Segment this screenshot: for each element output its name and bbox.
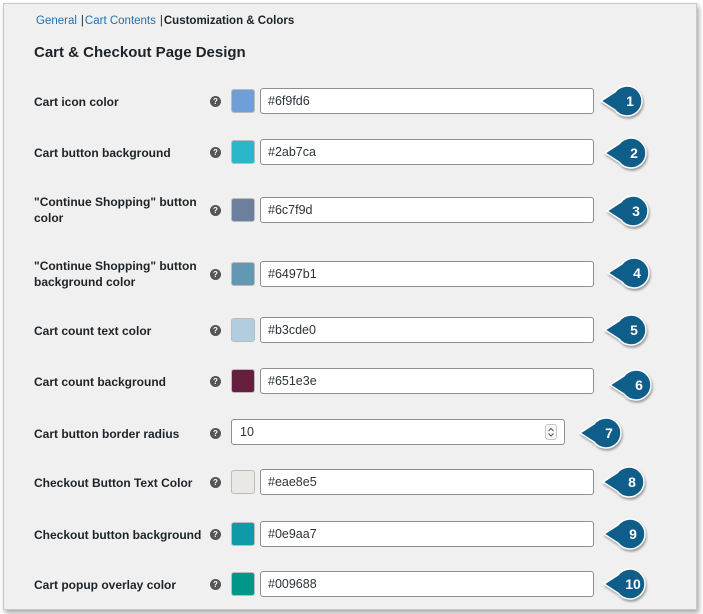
tab-customization-colors[interactable]: Customization & Colors (163, 15, 295, 27)
callout-arrow-icon (578, 417, 622, 449)
number-spinner[interactable] (545, 424, 557, 440)
color-hex-input[interactable] (260, 571, 594, 597)
field-label: "Continue Shopping" button color (34, 195, 197, 225)
color-swatch[interactable] (231, 140, 255, 164)
callout-number: 9 (629, 526, 637, 542)
color-hex-input[interactable] (260, 368, 594, 394)
color-hex-input[interactable] (260, 197, 594, 223)
callout-number: 7 (605, 425, 613, 441)
tab-separator: | (80, 15, 84, 27)
callout-arrow-icon (608, 369, 652, 401)
callout-number: 1 (626, 93, 634, 109)
callout-badge: 1 (599, 85, 649, 117)
color-swatch[interactable] (231, 572, 255, 596)
color-hex-input[interactable] (260, 88, 594, 114)
field-row-cart-count-text-color: Cart count text color ? 5 (4, 314, 698, 346)
color-swatch[interactable] (231, 198, 255, 222)
color-swatch[interactable] (231, 262, 255, 286)
field-label: Cart count background (34, 375, 167, 389)
help-icon[interactable]: ? (210, 205, 221, 216)
help-icon[interactable]: ? (210, 325, 221, 336)
help-icon[interactable]: ? (210, 428, 221, 439)
callout-number: 4 (633, 265, 641, 281)
callout-number: 10 (625, 576, 641, 592)
field-label: Checkout button background (34, 528, 202, 542)
field-label: Cart icon color (34, 95, 119, 109)
color-hex-input[interactable] (260, 139, 594, 165)
field-label: Checkout Button Text Color (34, 476, 193, 490)
callout-number: 2 (630, 145, 638, 161)
color-hex-input[interactable] (260, 317, 594, 343)
callout-arrow-icon (602, 518, 646, 550)
help-icon[interactable]: ? (210, 477, 221, 488)
callout-badge: 3 (605, 195, 655, 227)
border-radius-number-input[interactable]: 10 (231, 419, 565, 445)
field-label: Cart popup overlay color (34, 578, 177, 592)
field-label: Cart button background (34, 146, 171, 160)
field-row-cart-count-background: Cart count background ? 6 (4, 366, 698, 401)
callout-badge: 7 (578, 417, 628, 449)
settings-tabs: General |Cart Contents |Customization & Co… (36, 15, 294, 27)
color-hex-input[interactable] (260, 261, 594, 287)
field-row-checkout-button-text-color: Checkout Button Text Color ? 8 (4, 466, 698, 498)
callout-arrow-icon (602, 568, 646, 600)
callout-badge: 10 (602, 568, 652, 600)
tab-general[interactable]: General (36, 15, 77, 27)
callout-badge: 4 (606, 257, 656, 289)
field-row-cart-popup-overlay-color: Cart popup overlay color ? 10 (4, 568, 698, 600)
help-icon[interactable]: ? (210, 269, 221, 280)
callout-badge: 2 (603, 137, 653, 169)
field-row-cart-button-border-radius: Cart button border radius ? 10 7 (4, 417, 698, 449)
callout-number: 6 (635, 377, 643, 393)
color-swatch[interactable] (231, 318, 255, 342)
callout-arrow-icon (603, 314, 647, 346)
color-swatch[interactable] (231, 522, 255, 546)
callout-badge: 9 (602, 518, 652, 550)
field-row-continue-shopping-color: "Continue Shopping" button color ? 3 (4, 192, 698, 228)
field-label: "Continue Shopping" button background co… (34, 259, 197, 289)
tab-cart-contents[interactable]: Cart Contents (84, 15, 156, 27)
spinner-arrows-icon (548, 427, 554, 437)
help-icon[interactable]: ? (210, 376, 221, 387)
callout-arrow-icon (606, 257, 650, 289)
color-swatch[interactable] (231, 470, 255, 494)
field-row-cart-icon-color: Cart icon color ? 1 (4, 85, 698, 117)
help-icon[interactable]: ? (210, 529, 221, 540)
callout-number: 5 (630, 322, 638, 338)
color-hex-input[interactable] (260, 469, 594, 495)
field-label: Cart count text color (34, 324, 152, 338)
callout-number: 3 (632, 203, 640, 219)
color-swatch[interactable] (231, 89, 255, 113)
help-icon[interactable]: ? (210, 147, 221, 158)
help-icon[interactable]: ? (210, 579, 221, 590)
callout-badge: 5 (603, 314, 653, 346)
help-icon[interactable]: ? (210, 96, 221, 107)
field-label: Cart button border radius (34, 427, 180, 441)
color-swatch[interactable] (231, 369, 255, 393)
callout-arrow-icon (603, 137, 647, 169)
field-row-continue-shopping-background: "Continue Shopping" button background co… (4, 256, 698, 292)
field-row-checkout-button-background: Checkout button background ? 9 (4, 518, 698, 550)
field-row-cart-button-background: Cart button background ? 2 (4, 137, 698, 169)
color-hex-input[interactable] (260, 521, 594, 547)
number-value: 10 (240, 425, 254, 439)
callout-badge: 8 (601, 466, 651, 498)
callout-badge: 6 (608, 369, 658, 401)
section-title: Cart & Checkout Page Design (34, 44, 246, 61)
callout-arrow-icon (605, 195, 649, 227)
callout-number: 8 (628, 474, 636, 490)
callout-arrow-icon (601, 466, 645, 498)
settings-panel: General |Cart Contents |Customization & Co… (3, 3, 697, 610)
callout-arrow-icon (599, 85, 643, 117)
tab-separator: | (159, 15, 163, 27)
